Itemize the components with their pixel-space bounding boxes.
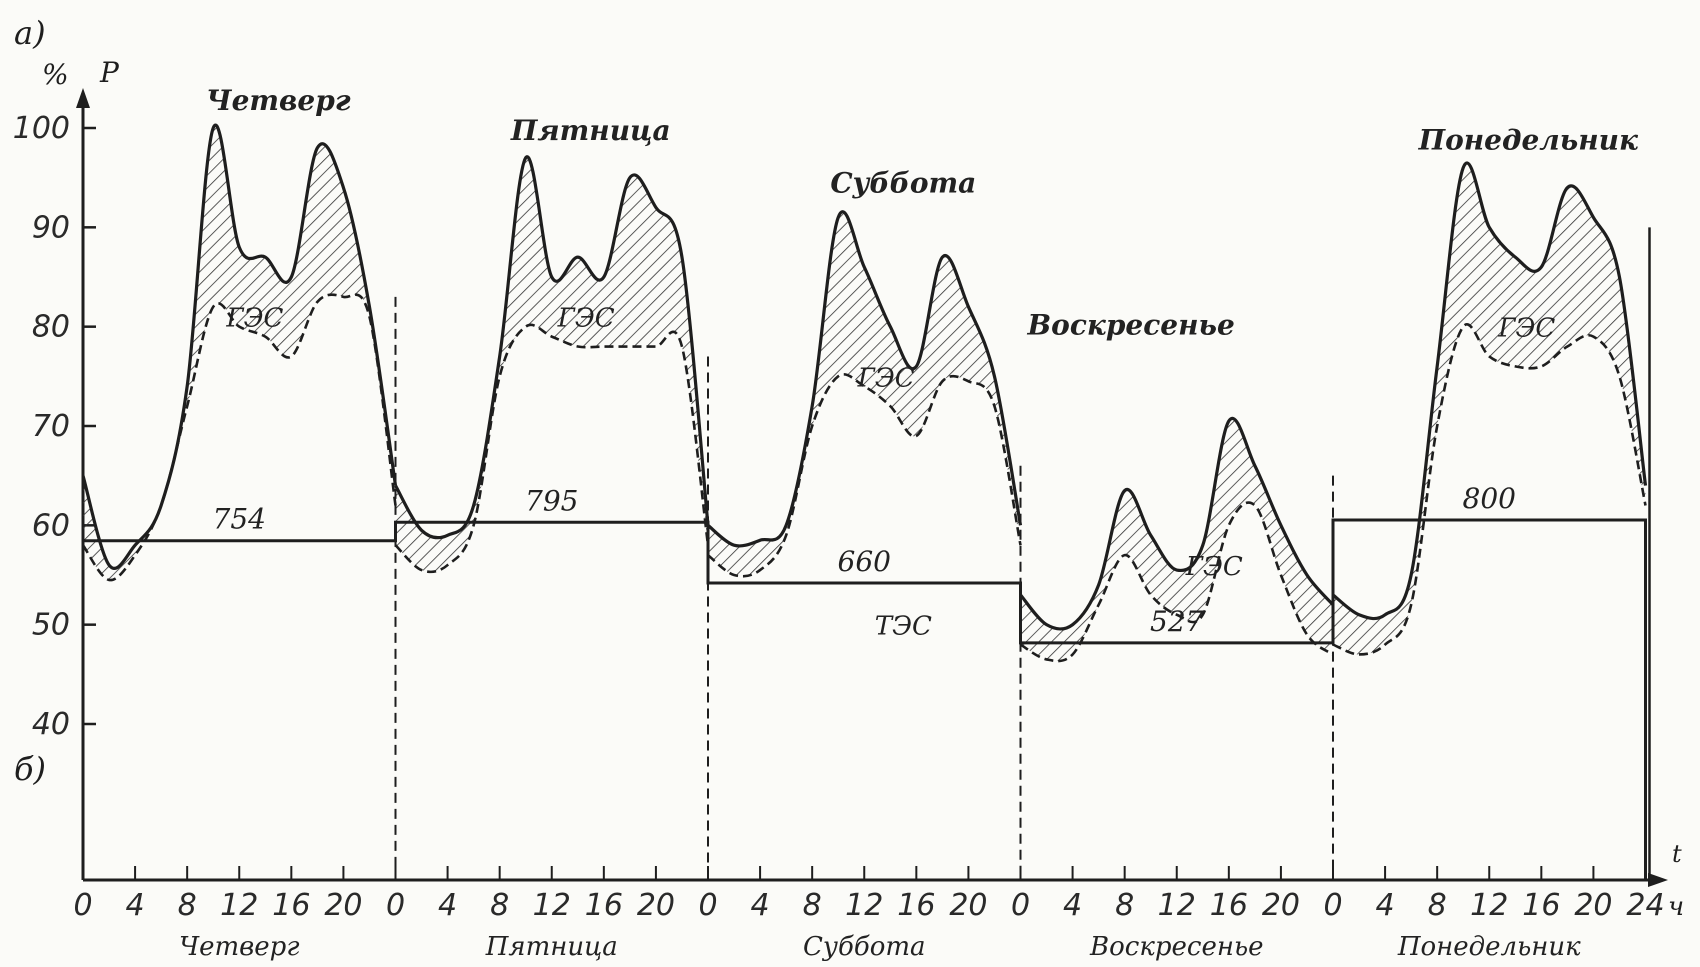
energy-value-label: 800 — [1463, 482, 1516, 515]
x-tick-label: 12 — [533, 888, 571, 923]
total-load-line — [394, 155, 710, 540]
total-load-line — [1019, 416, 1335, 631]
hydro-band — [395, 156, 708, 572]
thermal-load-line — [1019, 501, 1334, 663]
hydro-band — [83, 125, 396, 581]
x-tick-label: 8 — [490, 888, 509, 923]
day-name-top: Пятница — [510, 114, 671, 147]
day-name-top: Четверг — [206, 84, 351, 117]
day-name-top: Понедельник — [1418, 124, 1639, 157]
hydro-band — [1333, 162, 1646, 655]
y-tick-label: 40 — [32, 707, 70, 742]
energy-value-label: 527 — [1150, 605, 1204, 638]
x-tick-label: 4 — [126, 888, 145, 923]
x-tick-label: 8 — [803, 888, 822, 923]
x-tick-label: 20 — [324, 888, 362, 923]
thermal-load-line — [707, 373, 1022, 578]
hydro-label: ГЭС — [557, 304, 615, 334]
thermal-load-line — [1332, 323, 1647, 656]
x-tick-label: 16 — [585, 888, 623, 923]
day-name-bottom: Понедельник — [1397, 932, 1581, 962]
x-tick-label: 4 — [1063, 888, 1082, 923]
energy-value-label: 754 — [213, 503, 266, 536]
thermal-load-line — [394, 323, 710, 574]
energy-step-line — [81, 518, 1647, 880]
x-tick-label: 16 — [1210, 888, 1248, 923]
y-tick-label: 50 — [32, 608, 70, 643]
x-symbol-label: t — [1672, 840, 1682, 868]
x-tick-label: 16 — [272, 888, 310, 923]
y-tick-label: 70 — [32, 409, 70, 444]
hydro-label: ГЭС — [1497, 314, 1555, 344]
x-tick-label: 20 — [949, 888, 987, 923]
x-tick-label: 12 — [220, 888, 258, 923]
y-tick-label: 100 — [13, 111, 70, 146]
y-unit-label: % — [42, 58, 69, 91]
hydro-label: ГЭС — [1185, 552, 1243, 582]
hydro-band — [1020, 418, 1333, 662]
day-name-bottom: Пятница — [485, 932, 618, 962]
x-tick-label: 8 — [1115, 888, 1134, 923]
day-name-top: Воскресенье — [1027, 309, 1235, 342]
day-name-bottom: Четверг — [179, 932, 299, 962]
x-tick-label: 8 — [1428, 888, 1447, 923]
x-tick-label: 12 — [1470, 888, 1508, 923]
y-tick-label: 80 — [32, 310, 70, 345]
day-name-bottom: Воскресенье — [1089, 932, 1264, 962]
total-load-line — [1331, 161, 1648, 621]
panel-b-label: б) — [14, 750, 46, 788]
x-tick-label: 0 — [73, 888, 92, 923]
x-tick-label: 16 — [897, 888, 935, 923]
x-tick-label: 4 — [438, 888, 457, 923]
x-tick-label: 20 — [637, 888, 675, 923]
day-name-top: Суббота — [830, 167, 976, 200]
panel-a-label: а) — [14, 14, 46, 52]
x-tick-label: 12 — [1158, 888, 1196, 923]
y-tick-label: 60 — [32, 508, 70, 543]
y-tick-label: 90 — [32, 210, 70, 245]
x-tick-label: 0 — [386, 888, 405, 923]
x-tick-label: 20 — [1262, 888, 1300, 923]
energy-value-label: 795 — [525, 484, 578, 517]
x-tick-label: 8 — [178, 888, 197, 923]
total-load-line — [706, 210, 1023, 548]
x-axis-arrow — [1648, 873, 1668, 887]
hydro-label: ГЭС — [857, 363, 915, 393]
energy-value-label: 660 — [838, 545, 891, 578]
x-tick-label: 16 — [1522, 888, 1560, 923]
x-tick-label: 4 — [1376, 888, 1395, 923]
thermal-label: ТЭС — [875, 612, 932, 642]
x-tick-label: 24 — [1626, 888, 1664, 923]
day-name-bottom: Суббота — [803, 932, 926, 962]
x-tick-label: 0 — [1323, 888, 1342, 923]
y-axis-arrow — [76, 88, 90, 108]
x-tick-label: 0 — [698, 888, 717, 923]
hydro-label: ГЭС — [225, 304, 283, 334]
y-symbol-label: P — [99, 56, 120, 89]
x-tick-label: 12 — [845, 888, 883, 923]
hydro-band — [708, 211, 1021, 577]
thermal-load-line — [81, 293, 397, 582]
x-tick-label: 0 — [1011, 888, 1030, 923]
total-load-line — [81, 123, 398, 570]
x-tick-label: 20 — [1574, 888, 1612, 923]
x-unit-label: ч — [1668, 892, 1684, 922]
x-tick-label: 4 — [751, 888, 770, 923]
